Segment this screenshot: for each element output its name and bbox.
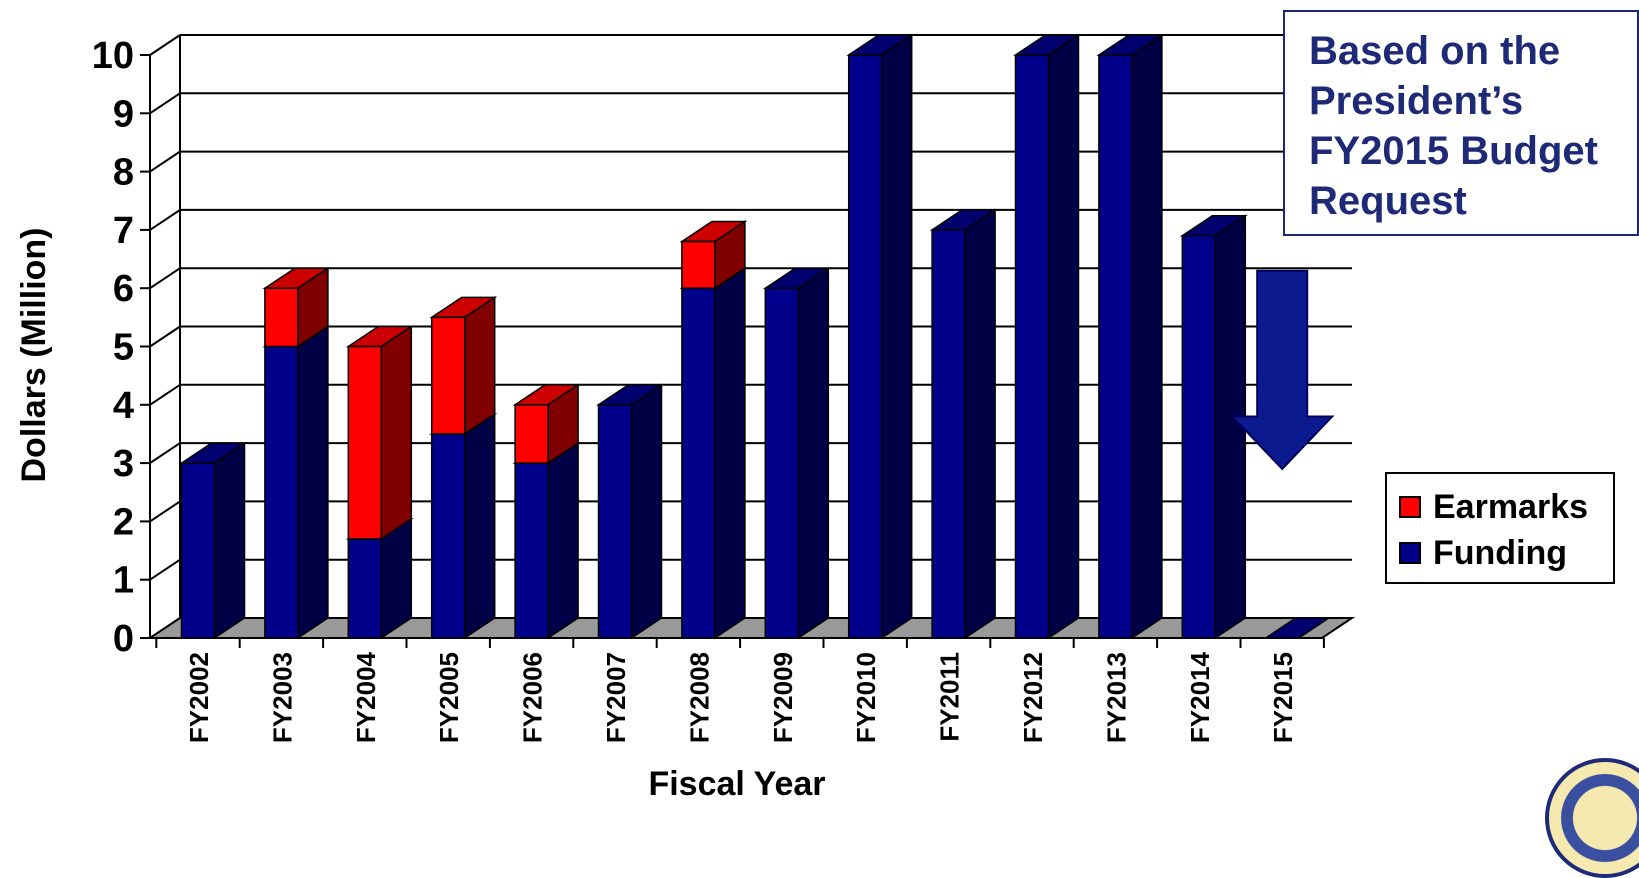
x-tick-label: FY2004 — [351, 651, 381, 743]
bar-funding — [846, 33, 915, 640]
legend-label-funding: Funding — [1433, 533, 1568, 572]
legend-item-funding: Funding — [1399, 530, 1613, 576]
gridline-depth — [149, 92, 181, 115]
legend-label-earmarks: Earmarks — [1433, 487, 1589, 526]
x-tick-label: FY2008 — [684, 652, 714, 743]
y-tick-labels: 0 1 2 3 4 5 6 7 8 9 10 — [92, 35, 134, 660]
bar-funding — [762, 266, 831, 640]
gridline-depth — [149, 267, 181, 290]
bar-earmarks — [262, 266, 331, 348]
y-tick-label: 7 — [113, 210, 134, 252]
x-tick-label: FY2006 — [518, 652, 548, 743]
y-tick-label: 1 — [113, 560, 134, 602]
y-tick-label: 8 — [113, 152, 134, 194]
y-tick-label: 5 — [113, 327, 134, 369]
x-tick-label: FY2013 — [1101, 652, 1131, 743]
bar-funding — [1179, 214, 1248, 640]
legend-item-earmarks: Earmarks — [1399, 484, 1613, 530]
bar-funding — [512, 441, 581, 640]
y-tick-label: 0 — [113, 618, 134, 660]
bar-funding — [679, 266, 748, 640]
budget-note-line: Request — [1309, 179, 1467, 223]
floor-plane — [146, 617, 1356, 639]
x-tick-label: FY2015 — [1268, 652, 1298, 743]
budget-note-line: FY2015 Budget — [1309, 129, 1598, 173]
bar-funding — [179, 441, 247, 640]
bar-funding — [596, 383, 664, 640]
x-tick-label: FY2003 — [267, 652, 297, 743]
gridline-depth — [149, 34, 181, 56]
legend-swatch-earmarks — [1399, 496, 1421, 518]
x-tick-label: FY2002 — [184, 652, 214, 743]
x-tick-label: FY2005 — [434, 652, 464, 743]
gridline-depth — [149, 558, 181, 581]
legend-swatch-funding — [1399, 542, 1421, 564]
legend: Earmarks Funding — [1385, 472, 1615, 584]
arrow-shape — [1229, 269, 1335, 471]
budget-note-line: Based on the — [1309, 29, 1561, 73]
gridline-depth — [149, 383, 181, 406]
y-tick-label: 2 — [113, 501, 134, 543]
gridline-depth — [149, 500, 181, 523]
chart-floor — [146, 617, 1356, 639]
y-tick-label: 6 — [113, 268, 134, 310]
x-tick-label: FY2011 — [935, 652, 965, 742]
bar-funding — [429, 412, 498, 640]
down-arrow-icon — [1229, 269, 1335, 471]
bar-earmarks — [512, 383, 581, 465]
budget-note: Based on the President’s FY2015 Budget R… — [1283, 10, 1639, 236]
x-tick-label: FY2012 — [1018, 652, 1048, 743]
x-tick-label: FY2009 — [768, 652, 798, 743]
gridline-depth — [149, 209, 181, 231]
bar-funding — [1263, 617, 1332, 639]
bar-earmarks — [429, 295, 498, 436]
y-tick-label: 4 — [113, 385, 134, 427]
x-tick-label: FY2007 — [601, 652, 631, 743]
y-axis-title: Dollars (Million) — [15, 228, 53, 483]
gridline-depth — [149, 325, 181, 348]
bar-funding — [929, 208, 998, 640]
budget-note-line: President’s — [1309, 79, 1524, 123]
bar-earmarks — [679, 220, 748, 290]
x-tick-label: FY2014 — [1185, 651, 1215, 743]
bar-funding — [1096, 33, 1165, 640]
gridline-depth — [149, 442, 181, 464]
y-tick-label: 3 — [113, 443, 134, 485]
bar-funding — [262, 325, 331, 640]
x-tick-label: FY2010 — [851, 652, 881, 743]
x-tick-labels: FY2002 FY2003 FY2004 FY2005 FY2006 FY2007 FY20… — [184, 651, 1298, 743]
bar-earmarks — [345, 325, 414, 541]
bar-funding — [1013, 33, 1081, 640]
x-axis-title: Fiscal Year — [648, 765, 825, 801]
bars — [155, 33, 1332, 648]
gridline-depth — [149, 150, 181, 173]
y-tick-label: 10 — [92, 35, 134, 77]
y-tick-label: 9 — [113, 93, 134, 135]
